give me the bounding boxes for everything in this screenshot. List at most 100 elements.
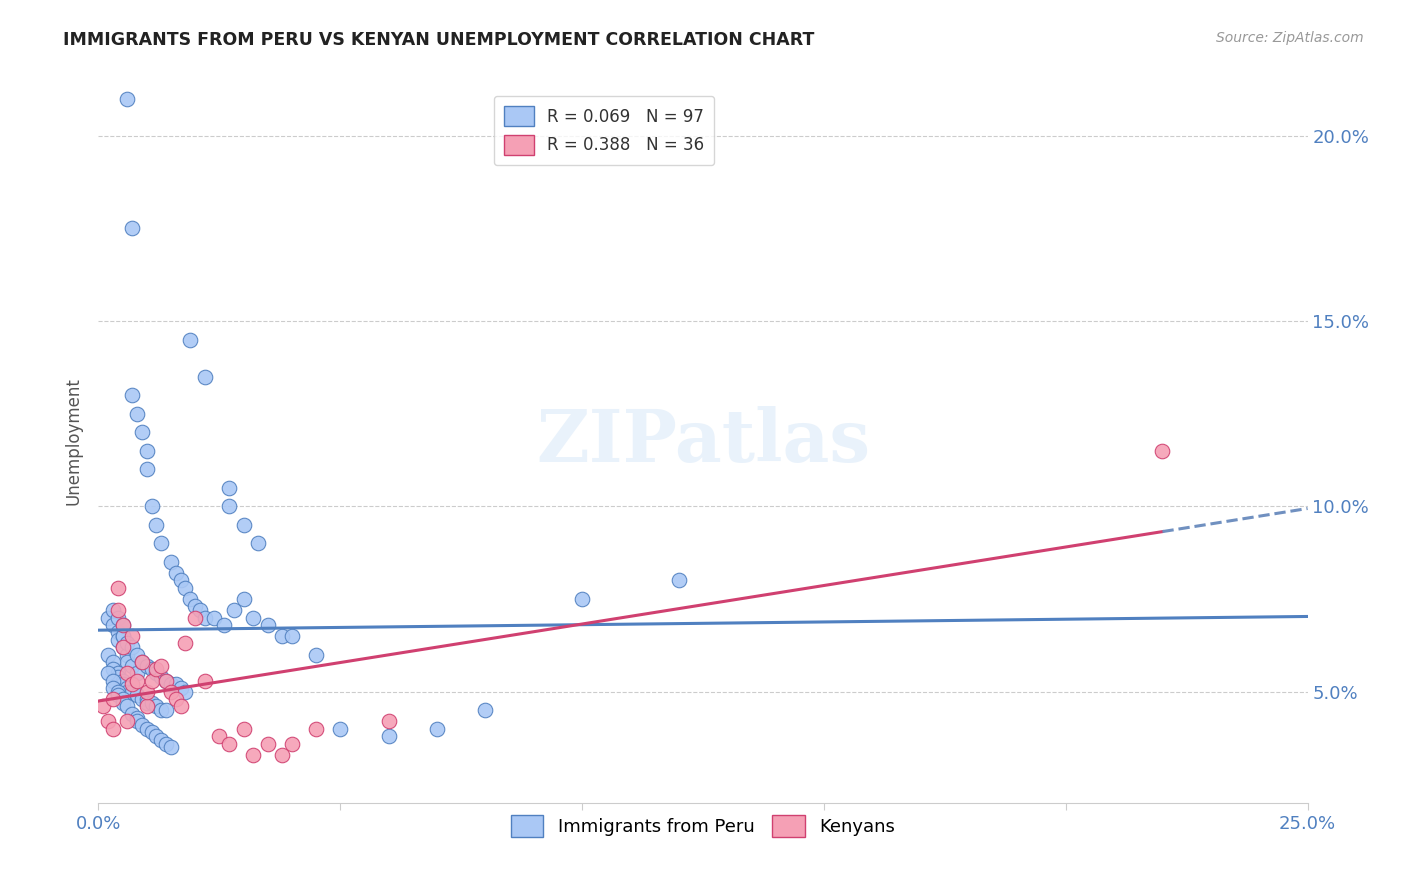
Point: [127, 710, 149, 724]
Point: [101, 681, 124, 695]
Point: [165, 692, 187, 706]
Text: IMMIGRANTS FROM PERU VS KENYAN UNEMPLOYMENT CORRELATION CHART: IMMIGRANTS FROM PERU VS KENYAN UNEMPLOYM…: [63, 31, 814, 49]
Point: [97, 610, 120, 624]
Point: [281, 737, 304, 751]
Point: [117, 648, 139, 662]
Point: [242, 747, 264, 762]
Point: [426, 722, 449, 736]
Point: [101, 655, 124, 669]
Point: [111, 692, 134, 706]
Point: [155, 673, 177, 688]
Point: [107, 689, 129, 703]
Point: [117, 699, 139, 714]
Point: [97, 666, 120, 681]
Point: [165, 566, 187, 580]
Point: [121, 221, 143, 235]
Point: [131, 718, 153, 732]
Point: [150, 732, 173, 747]
Point: [101, 618, 124, 632]
Point: [160, 684, 183, 698]
Point: [117, 666, 139, 681]
Point: [107, 670, 129, 684]
Point: [155, 673, 177, 688]
Point: [155, 737, 177, 751]
Point: [668, 574, 690, 588]
Point: [117, 714, 139, 729]
Point: [111, 640, 134, 655]
Point: [107, 684, 129, 698]
Point: [150, 670, 173, 684]
Point: [179, 333, 201, 347]
Point: [155, 703, 177, 717]
Legend: Immigrants from Peru, Kenyans: Immigrants from Peru, Kenyans: [503, 808, 903, 845]
Point: [111, 677, 134, 691]
Point: [121, 640, 143, 655]
Point: [194, 369, 217, 384]
Point: [160, 677, 183, 691]
Point: [101, 662, 124, 676]
Point: [212, 618, 235, 632]
Point: [97, 714, 120, 729]
Point: [169, 699, 191, 714]
Point: [150, 658, 173, 673]
Point: [121, 629, 143, 643]
Point: [127, 648, 149, 662]
Point: [150, 536, 173, 550]
Point: [97, 648, 120, 662]
Point: [141, 725, 163, 739]
Point: [121, 684, 143, 698]
Point: [145, 662, 167, 676]
Point: [204, 610, 226, 624]
Point: [141, 673, 163, 688]
Point: [218, 481, 240, 495]
Point: [107, 625, 129, 640]
Point: [218, 737, 240, 751]
Point: [141, 662, 163, 676]
Point: [222, 603, 245, 617]
Point: [329, 722, 352, 736]
Point: [135, 696, 157, 710]
Point: [165, 677, 187, 691]
Point: [127, 673, 149, 688]
Point: [281, 629, 304, 643]
Point: [208, 729, 231, 743]
Point: [111, 696, 134, 710]
Point: [131, 692, 153, 706]
Point: [571, 592, 593, 607]
Point: [127, 714, 149, 729]
Point: [271, 629, 294, 643]
Point: [127, 689, 149, 703]
Point: [121, 677, 143, 691]
Point: [127, 666, 149, 681]
Point: [305, 722, 328, 736]
Point: [111, 629, 134, 643]
Point: [135, 462, 157, 476]
Point: [121, 388, 143, 402]
Text: Source: ZipAtlas.com: Source: ZipAtlas.com: [1216, 31, 1364, 45]
Point: [174, 684, 197, 698]
Point: [1152, 443, 1174, 458]
Point: [271, 747, 294, 762]
Point: [232, 517, 254, 532]
Point: [101, 603, 124, 617]
Point: [117, 92, 139, 106]
Point: [150, 703, 173, 717]
Point: [141, 696, 163, 710]
Point: [141, 500, 163, 514]
Point: [256, 618, 278, 632]
Point: [160, 555, 183, 569]
Point: [218, 500, 240, 514]
Point: [131, 655, 153, 669]
Point: [111, 629, 134, 643]
Point: [111, 673, 134, 688]
Point: [256, 737, 278, 751]
Point: [145, 699, 167, 714]
Point: [242, 610, 264, 624]
Point: [135, 722, 157, 736]
Point: [107, 632, 129, 647]
Point: [247, 536, 270, 550]
Point: [135, 658, 157, 673]
Point: [101, 673, 124, 688]
Point: [91, 699, 114, 714]
Point: [101, 722, 124, 736]
